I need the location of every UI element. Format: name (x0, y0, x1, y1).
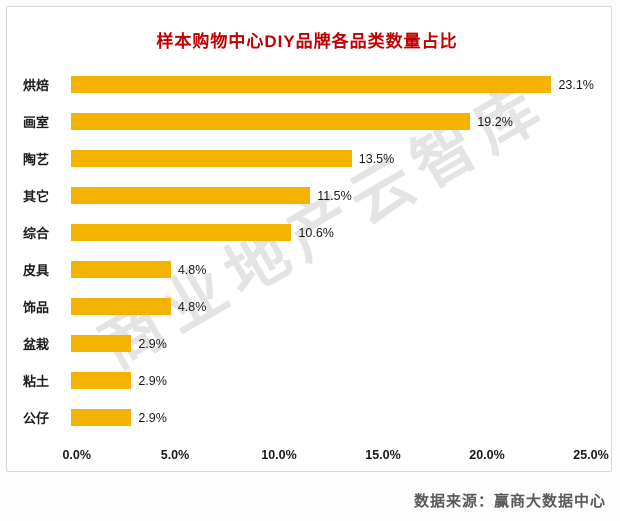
bar-row: 烘焙 23.1% (23, 66, 594, 103)
data-source-label: 数据来源：赢商大数据中心 (413, 493, 606, 510)
bar-row: 综合 10.6% (23, 214, 591, 251)
bar-track: 11.5% (71, 177, 591, 214)
bar-track: 4.8% (71, 288, 591, 325)
bar-rows: 烘焙 23.1% 画室 19.2% 陶艺 13.5% 其它 11.5% 综合 10.6% 皮具 4.8… (23, 66, 594, 436)
bar (71, 372, 132, 389)
value-label: 11.5% (317, 188, 352, 203)
bar-row: 粘土 2.9% (23, 362, 591, 399)
bar-track: 2.9% (71, 399, 591, 436)
bar (71, 298, 171, 315)
bar-track: 4.8% (71, 251, 591, 288)
value-label: 13.5% (358, 151, 395, 166)
category-label: 公仔 (23, 411, 50, 426)
bar (71, 335, 132, 352)
value-label: 2.9% (138, 373, 167, 388)
bar (71, 261, 171, 278)
bar-track: 2.9% (71, 362, 591, 399)
value-label: 23.1% (558, 77, 594, 92)
category-label: 其它 (23, 189, 50, 204)
bar-track: 23.1% (71, 66, 594, 103)
bar (71, 187, 311, 204)
bar (71, 409, 132, 426)
value-label: 2.9% (138, 336, 167, 351)
x-tick-label: 25.0% (573, 448, 609, 462)
bar-row: 其它 11.5% (23, 177, 591, 214)
bar (71, 150, 352, 167)
category-label: 综合 (23, 226, 50, 241)
category-label: 烘焙 (23, 78, 50, 93)
category-label: 饰品 (23, 300, 50, 315)
bar-row: 盆栽 2.9% (23, 325, 591, 362)
bar (71, 224, 292, 241)
x-tick-label: 15.0% (365, 448, 401, 462)
value-label: 4.8% (177, 262, 207, 277)
category-label: 粘土 (23, 374, 50, 389)
bar-track: 10.6% (71, 214, 591, 251)
category-label: 画室 (23, 115, 50, 130)
x-tick-label: 0.0% (62, 448, 91, 462)
bar-chart: 烘焙 23.1% 画室 19.2% 陶艺 13.5% 其它 11.5% 综合 10.6% 皮具 4.8… (23, 66, 609, 468)
chart-container: 样本购物中心DIY品牌各品类数量占比 烘焙 23.1% 画室 19.2% 陶艺 13.5%… (6, 6, 612, 472)
bar (71, 76, 552, 93)
value-label: 19.2% (477, 114, 513, 129)
bar-track: 2.9% (71, 325, 591, 362)
value-label: 4.8% (177, 299, 207, 314)
x-tick-label: 5.0% (160, 448, 190, 462)
x-tick-label: 20.0% (469, 448, 505, 462)
bar-row: 陶艺 13.5% (23, 140, 591, 177)
category-label: 陶艺 (23, 152, 50, 167)
bar-row: 皮具 4.8% (23, 251, 591, 288)
x-axis: 0.0% 5.0% 10.0% 15.0% 20.0% 25.0% (62, 444, 608, 468)
value-label: 10.6% (298, 225, 334, 240)
bar-row: 公仔 2.9% (23, 399, 591, 436)
value-label: 2.9% (138, 410, 167, 425)
bar (71, 113, 471, 130)
bar-track: 13.5% (71, 140, 591, 177)
bar-row: 画室 19.2% (23, 103, 591, 140)
bar-track: 19.2% (71, 103, 591, 140)
category-label: 盆栽 (23, 337, 50, 352)
category-label: 皮具 (23, 263, 50, 278)
bar-row: 饰品 4.8% (23, 288, 591, 325)
x-tick-label: 10.0% (261, 448, 297, 462)
chart-title: 样本购物中心DIY品牌各品类数量占比 (156, 32, 458, 51)
